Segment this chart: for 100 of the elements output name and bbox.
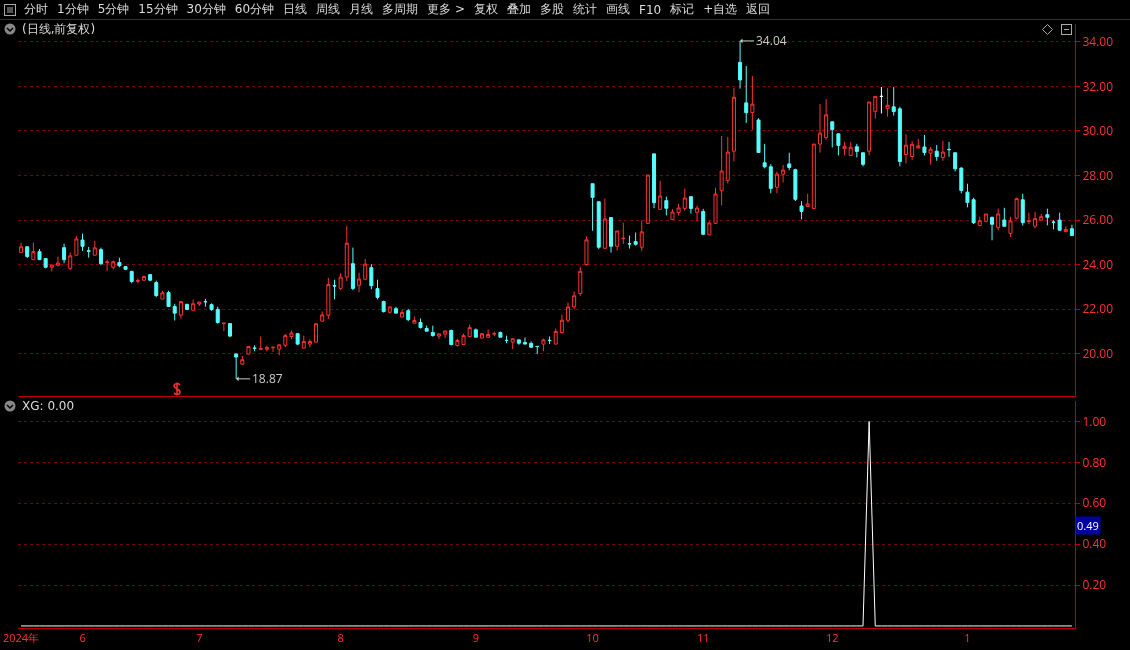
candlestick: [947, 141, 952, 158]
candlestick: [1026, 212, 1031, 225]
candlestick: [934, 144, 939, 162]
x-tick-label: 2024年: [2, 630, 40, 646]
candlestick: [799, 200, 804, 220]
candlestick: [842, 141, 847, 156]
candlestick: [811, 143, 816, 210]
candlestick: [541, 338, 546, 352]
candlestick: [369, 263, 374, 290]
candlestick: [62, 243, 67, 264]
text: 返回: [746, 1, 771, 18]
candlestick: [240, 355, 245, 366]
candlestick: [609, 217, 614, 254]
candlestick: [860, 152, 865, 167]
candlestick: [289, 330, 294, 340]
candlestick: [977, 216, 982, 227]
candlestick: [332, 279, 337, 300]
candlestick: [1045, 208, 1050, 226]
chart-title: (日线,前复权): [22, 22, 96, 37]
candlestick: [830, 121, 835, 148]
candlestick: [338, 272, 343, 291]
candlestick: [990, 216, 995, 241]
candlestick: [553, 328, 558, 345]
y-tick-label: 26.00: [1082, 211, 1114, 229]
candlestick: [959, 166, 964, 194]
candlestick: [688, 196, 693, 215]
candlestick: [682, 188, 687, 212]
candlestick: [271, 345, 276, 353]
candlestick: [387, 306, 392, 315]
candlestick: [1069, 224, 1074, 236]
candlestick: [1014, 197, 1019, 220]
candlestick: [774, 171, 779, 194]
candlestick: [424, 325, 429, 332]
candlestick: [910, 140, 915, 161]
candlestick: [393, 306, 398, 314]
candlestick: [953, 152, 958, 172]
candlestick: [430, 325, 435, 338]
candlestick: [1033, 211, 1038, 229]
y-tick-label: 0.80: [1082, 453, 1107, 471]
candlestick: [55, 256, 60, 266]
candlestick: [111, 260, 116, 270]
candlestick: [584, 236, 589, 267]
candlestick: [160, 290, 165, 300]
candlestick: [74, 235, 79, 256]
candlestick: [996, 208, 1001, 231]
candlestick: [940, 140, 945, 162]
y-tick-label: 0.20: [1082, 576, 1107, 594]
candlestick: [848, 141, 853, 156]
candlestick: [621, 222, 626, 245]
candlestick: [203, 298, 208, 308]
candlestick: [443, 330, 448, 339]
candlestick: [92, 240, 97, 256]
candlestick: [824, 98, 829, 141]
annotation: 34.04: [756, 32, 787, 49]
candlestick: [572, 290, 577, 310]
x-tick-label: 11: [696, 630, 710, 646]
candlestick: [879, 86, 884, 115]
text: 5分钟: [97, 1, 130, 18]
candlestick: [357, 272, 362, 293]
candlestick: [154, 280, 159, 298]
candlestick: [418, 317, 423, 330]
candlestick: [1002, 207, 1007, 227]
candlestick: [148, 274, 153, 282]
candlestick: [559, 314, 564, 335]
candlestick: [123, 266, 128, 271]
candlestick: [25, 246, 30, 259]
candlestick: [1020, 193, 1025, 227]
y-tick-label: 28.00: [1082, 166, 1114, 184]
x-tick-label: 1: [964, 630, 971, 646]
candlestick: [922, 134, 927, 156]
candlestick: [652, 153, 657, 209]
text: 多股: [540, 1, 564, 18]
candlestick: [258, 336, 263, 351]
candlestick: [307, 338, 312, 348]
annotation: 0.49: [1077, 518, 1099, 533]
candlestick: [897, 106, 902, 167]
candlestick: [522, 336, 527, 345]
y-tick-label: 24.00: [1082, 255, 1114, 273]
candlestick: [381, 300, 386, 313]
candlestick: [184, 303, 189, 311]
candlestick: [510, 338, 515, 350]
candlestick: [295, 333, 300, 346]
text: 周线: [316, 1, 341, 18]
y-tick-label: 20.00: [1082, 344, 1114, 362]
candlestick: [695, 205, 700, 222]
candlestick: [129, 270, 134, 284]
candlestick: [277, 344, 282, 356]
candlestick: [719, 135, 724, 206]
candlestick: [344, 225, 349, 282]
candlestick: [664, 196, 669, 216]
y-tick-label: 0.40: [1082, 535, 1107, 553]
candlestick: [400, 309, 405, 318]
text: 30分钟: [186, 1, 226, 18]
text: 60分钟: [234, 1, 275, 18]
candlestick: [479, 332, 484, 339]
candlestick: [639, 220, 644, 252]
text: 更多 >: [427, 1, 465, 18]
candlestick: [252, 344, 257, 352]
candlestick: [301, 335, 306, 349]
candlestick: [928, 146, 933, 166]
